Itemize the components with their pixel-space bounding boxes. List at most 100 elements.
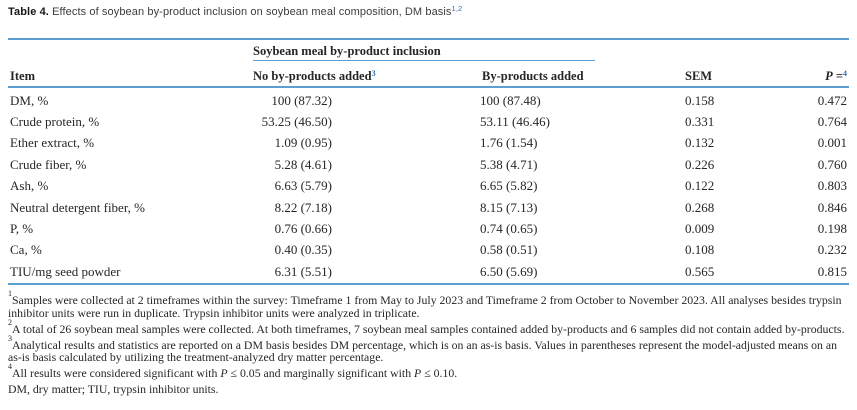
footnote-text-part: Analytical results and statistics are re…	[8, 337, 838, 365]
row-value-sem: 0.158	[685, 92, 715, 108]
table-row: Ca, % 0.40 (0.35) 0.58 (0.51) 0.108 0.23…	[8, 240, 849, 261]
table-row: Neutral detergent fiber, % 8.22 (7.18) 8…	[8, 197, 849, 218]
table-number: Table 4.	[8, 6, 49, 18]
footnote-text: Samples were collected at 2 timeframes w…	[8, 293, 842, 320]
row-value-p: 0.760	[817, 156, 847, 172]
table-bottom-rule	[8, 283, 849, 285]
row-value-byproducts: 0.74 (0.65)	[480, 221, 538, 237]
row-value-p: 0.815	[817, 263, 847, 279]
footnote: DM, dry matter; TIU, trypsin inhibitor u…	[8, 380, 851, 396]
row-value-no-byproducts: 0.40 (0.35)	[274, 242, 332, 258]
row-value-no-byproducts: 6.31 (5.51)	[274, 263, 332, 279]
row-value-p: 0.001	[817, 135, 847, 151]
footnote-marker: 1	[8, 289, 12, 298]
row-value-p: 0.803	[817, 178, 847, 194]
footnote-text-part: ≤ 0.05 and marginally significant with	[227, 366, 415, 381]
row-item-label: Ether extract, %	[10, 135, 95, 151]
footnote-text-part: DM, dry matter; TIU, trypsin inhibitor u…	[8, 382, 219, 397]
col-header-byproducts: By-products added	[482, 68, 584, 83]
table-row: Ash, % 6.63 (5.79) 6.65 (5.82) 0.122 0.8…	[8, 176, 849, 197]
row-value-p: 0.232	[817, 242, 847, 258]
footnote-text-part: All results were considered significant …	[12, 366, 221, 381]
footnote-marker: 2	[8, 317, 12, 327]
row-value-p: 0.764	[817, 114, 847, 130]
col-header-item: Item	[10, 68, 35, 83]
table-row: Crude protein, % 53.25 (46.50) 53.11 (46…	[8, 111, 849, 132]
column-header-row: Item No by-products added3 By-products a…	[8, 66, 849, 86]
col-header-sem: SEM	[685, 68, 713, 83]
footnotes: 1Samples were collected at 2 timeframes …	[8, 289, 851, 396]
row-item-label: TIU/mg seed powder	[10, 263, 121, 279]
row-value-sem: 0.122	[685, 178, 715, 194]
row-value-no-byproducts: 6.63 (5.79)	[274, 178, 332, 194]
row-item-label: Ash, %	[10, 178, 49, 194]
footnote-text-part: Samples were collected at 2 timeframes w…	[8, 292, 842, 320]
footnote-marker: 3	[8, 333, 12, 343]
col-header-p-symbol: P	[825, 68, 833, 83]
row-value-p: 0.846	[817, 199, 847, 215]
table-body: DM, % 100 (87.32) 100 (87.48) 0.158 0.47…	[8, 90, 849, 283]
row-value-sem: 0.331	[685, 114, 715, 130]
row-value-byproducts: 1.76 (1.54)	[480, 135, 538, 151]
row-value-byproducts: 5.38 (4.71)	[480, 156, 538, 172]
row-value-byproducts: 53.11 (46.46)	[480, 114, 550, 130]
footnote-text: Analytical results and statistics are re…	[8, 337, 837, 364]
row-value-no-byproducts: 8.22 (7.18)	[274, 199, 332, 215]
footnote-text: DM, dry matter; TIU, trypsin inhibitor u…	[8, 382, 218, 396]
row-value-no-byproducts: 1.09 (0.95)	[274, 135, 332, 151]
row-value-no-byproducts: 100 (87.32)	[271, 92, 332, 108]
footnote-ref-3[interactable]: 3	[371, 68, 376, 78]
table-row: Ether extract, % 1.09 (0.95) 1.76 (1.54)…	[8, 133, 849, 154]
row-item-label: Neutral detergent fiber, %	[10, 199, 145, 215]
row-value-p: 0.198	[817, 221, 847, 237]
row-value-byproducts: 8.15 (7.13)	[480, 199, 538, 215]
table-row: TIU/mg seed powder 6.31 (5.51) 6.50 (5.6…	[8, 261, 849, 282]
table-row: Crude fiber, % 5.28 (4.61) 5.38 (4.71) 0…	[8, 154, 849, 175]
footnote-text-part: A total of 26 soybean meal samples were …	[12, 321, 845, 336]
row-item-label: Crude fiber, %	[10, 156, 87, 172]
row-value-sem: 0.108	[685, 242, 715, 258]
row-value-p: 0.472	[817, 92, 847, 108]
row-item-label: P, %	[10, 221, 34, 237]
footnote-text: A total of 26 soybean meal samples were …	[12, 322, 844, 336]
table-title-footnote-ref[interactable]: 1,2	[451, 4, 463, 13]
row-value-sem: 0.565	[685, 263, 715, 279]
footnote: 1Samples were collected at 2 timeframes …	[8, 289, 851, 320]
table-header-rule	[8, 86, 849, 88]
footnote: 4All results were considered significant…	[8, 362, 851, 380]
row-item-label: DM, %	[10, 92, 49, 108]
row-item-label: Crude protein, %	[10, 114, 100, 130]
footnote-marker: 4	[8, 362, 12, 372]
row-value-sem: 0.268	[685, 199, 715, 215]
row-value-sem: 0.009	[685, 221, 715, 237]
footnote: 3Analytical results and statistics are r…	[8, 333, 851, 365]
col-header-pvalue: P =4	[810, 69, 849, 84]
col-header-equals: =	[835, 68, 843, 83]
footnote-text-part: ≤ 0.10.	[421, 366, 458, 381]
table-caption: Table 4. Effects of soybean by-product i…	[8, 4, 463, 18]
table-row: DM, % 100 (87.32) 100 (87.48) 0.158 0.47…	[8, 90, 849, 111]
row-item-label: Ca, %	[10, 242, 42, 258]
row-value-no-byproducts: 0.76 (0.66)	[274, 221, 332, 237]
row-value-byproducts: 0.58 (0.51)	[480, 242, 538, 258]
row-value-no-byproducts: 5.28 (4.61)	[274, 156, 332, 172]
row-value-sem: 0.226	[685, 156, 715, 172]
row-value-sem: 0.132	[685, 135, 715, 151]
footnote-ref-4[interactable]: 4	[843, 68, 847, 78]
row-value-byproducts: 100 (87.48)	[480, 92, 541, 108]
footnote: 2A total of 26 soybean meal samples were…	[8, 317, 851, 336]
table-top-rule	[8, 38, 849, 40]
row-value-no-byproducts: 53.25 (46.50)	[261, 114, 332, 130]
spanner-header: Soybean meal by-product inclusion	[253, 44, 441, 58]
spanner-rule	[253, 60, 595, 61]
footnote-text-part: P	[220, 366, 228, 381]
footnote-text-part: P	[414, 366, 422, 381]
table-title-text: Effects of soybean by-product inclusion …	[48, 6, 452, 18]
col-header-no-byproducts-label: No by-products added	[253, 68, 372, 83]
col-header-no-byproducts: No by-products added3	[250, 69, 480, 84]
row-value-byproducts: 6.65 (5.82)	[480, 178, 538, 194]
table-row: P, % 0.76 (0.66) 0.74 (0.65) 0.009 0.198	[8, 218, 849, 239]
row-value-byproducts: 6.50 (5.69)	[480, 263, 538, 279]
footnote-text: All results were considered significant …	[12, 366, 457, 380]
